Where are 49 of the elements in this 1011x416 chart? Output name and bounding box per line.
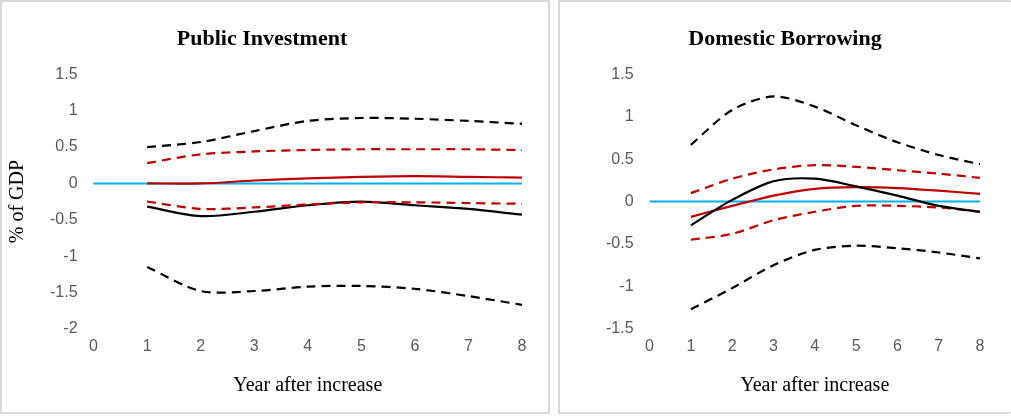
y-tick-label: -0.5 [605,234,634,252]
y-tick-label: 0 [624,192,634,210]
line-series [689,177,982,227]
chart-title: Domestic Borrowing [688,24,882,50]
x-tick-label: 1 [686,336,696,354]
y-tick-label: -1 [619,276,634,294]
x-tick-label: 3 [249,336,259,354]
x-tick-label: 8 [517,336,527,354]
y-tick-label: -1.5 [49,282,78,300]
x-tick-label: 1 [142,336,152,354]
x-tick-label: 3 [769,336,779,354]
chart-title: Public Investment [176,24,348,50]
x-tick-label: 6 [892,336,902,354]
y-tick-label: 0.5 [611,149,634,167]
x-tick-label: 5 [851,336,861,354]
y-tick-label: 0 [68,173,78,191]
y-tick-label: -1.5 [605,319,634,337]
line-series [146,265,524,306]
x-tick-label: 7 [463,336,473,354]
x-axis-title: Year after increase [740,373,890,396]
y-tick-label: 1.5 [611,64,634,82]
x-tick-label: 2 [196,336,206,354]
x-tick-label: 0 [645,336,655,354]
line-series [146,200,524,211]
line-series [689,186,982,218]
y-tick-label: -2 [63,319,78,337]
x-axis-title: Year after increase [233,373,383,396]
line-series [146,175,524,185]
y-tick-label: 0.5 [55,137,78,155]
y-tick-label: 1 [624,107,634,125]
x-tick-label: 4 [303,336,313,354]
x-tick-label: 4 [810,336,820,354]
y-tick-label: -0.5 [49,210,78,228]
line-series [146,200,524,218]
line-series [689,244,982,311]
x-tick-label: 6 [410,336,420,354]
y-tick-label: 1 [68,101,78,119]
x-tick-label: 8 [975,336,985,354]
line-series [689,163,982,195]
x-tick-label: 7 [934,336,944,354]
x-tick-label: 5 [356,336,366,354]
x-tick-label: 2 [727,336,737,354]
line-series [689,95,982,166]
y-axis-title: % of GDP [5,159,28,244]
line-series [146,116,524,149]
y-tick-label: -1 [63,246,78,264]
y-tick-label: 1.5 [55,64,78,82]
line-series [146,148,524,165]
x-tick-label: 0 [89,336,99,354]
